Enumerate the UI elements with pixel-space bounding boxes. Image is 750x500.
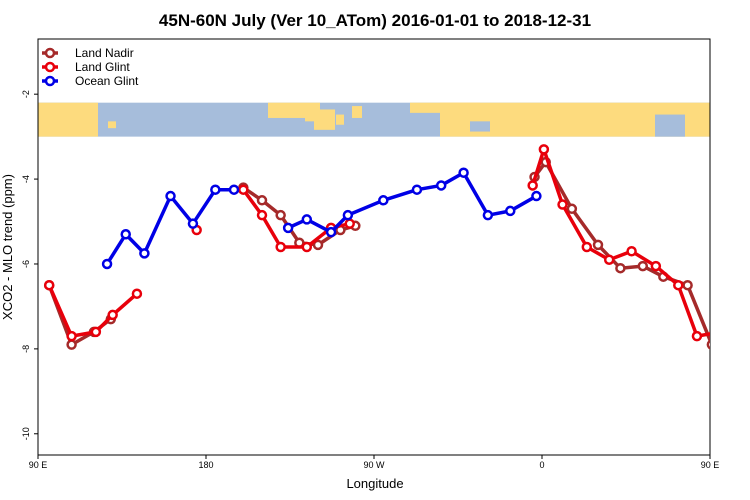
legend-swatch-marker (44, 47, 56, 59)
data-point (435, 180, 447, 191)
data-point (458, 167, 469, 178)
data-point (301, 214, 313, 225)
legend-entry: Ocean Glint (75, 74, 139, 88)
series-ocean-glint (740, 230, 750, 268)
data-point (682, 279, 693, 291)
data-point (131, 288, 143, 299)
data-point (66, 330, 77, 342)
data-point (603, 254, 615, 265)
data-point (256, 209, 268, 221)
y-axis-ticks: -2 -4 -6 -8 -10 (21, 90, 38, 440)
data-point (107, 309, 118, 321)
data-point (344, 218, 355, 229)
data-point (90, 326, 102, 338)
data-point (615, 262, 626, 274)
legend-swatch-marker (44, 75, 56, 87)
data-point (566, 203, 578, 215)
data-point (120, 229, 131, 240)
data-point (210, 184, 221, 195)
map-water (470, 121, 490, 132)
map-water (300, 121, 314, 132)
x-tick-label: 0 (539, 460, 544, 470)
data-point (139, 248, 150, 259)
data-point (626, 245, 637, 257)
data-point (256, 195, 268, 206)
data-point (531, 190, 542, 202)
map-water (655, 114, 685, 137)
data-point (301, 241, 313, 253)
data-point (228, 184, 240, 195)
data-point (741, 311, 749, 319)
y-tick-label: -8 (21, 345, 31, 353)
data-point (66, 339, 77, 350)
data-point (378, 195, 389, 206)
data-point (325, 226, 337, 238)
legend-entry: Land Glint (75, 60, 130, 74)
map-landmass (108, 121, 116, 129)
series-line (287, 170, 538, 234)
chart-title: 45N-60N July (Ver 10_ATom) 2016-01-01 to… (159, 11, 591, 30)
data-point (717, 328, 725, 336)
data-point (691, 330, 703, 342)
data-point (637, 260, 649, 272)
data-point (505, 205, 516, 217)
y-tick-label: -2 (21, 90, 31, 98)
data-point (557, 199, 568, 210)
data-point (275, 241, 286, 253)
series-line (530, 147, 710, 338)
data-point (342, 209, 354, 221)
x-axis-label: Longitude (346, 476, 403, 491)
data-point (43, 279, 55, 291)
series-layer (43, 144, 750, 350)
series-land-nadir (43, 156, 742, 350)
data-point (165, 190, 176, 202)
data-point (275, 209, 286, 221)
data-point (312, 239, 324, 251)
data-point (706, 339, 710, 350)
data-point (581, 241, 593, 253)
data-point (527, 180, 538, 191)
x-tick-label: 90 E (29, 460, 48, 470)
data-point (238, 184, 249, 195)
data-point (592, 239, 604, 251)
x-axis-ticks: 90 E 180 90 W 0 90 E (29, 455, 720, 470)
x-tick-label: 90 W (363, 460, 385, 470)
x-tick-label: 90 E (701, 460, 720, 470)
series-line (533, 160, 710, 345)
data-point (650, 260, 662, 272)
data-point (101, 258, 113, 270)
data-point (411, 184, 423, 195)
legend-swatch-marker (44, 61, 56, 73)
map-landmass (38, 102, 98, 137)
y-axis-label: XCO2 - MLO trend (ppm) (0, 174, 15, 320)
data-point (538, 144, 550, 155)
map-landmass (352, 106, 362, 118)
y-tick-label: -10 (21, 427, 31, 440)
legend-entry: Land Nadir (75, 46, 134, 60)
data-point (673, 279, 684, 291)
x-tick-label: 180 (198, 460, 213, 470)
data-point (734, 328, 742, 336)
y-tick-label: -6 (21, 260, 31, 268)
map-landmass (620, 123, 635, 132)
data-point (482, 209, 494, 221)
y-tick-label: -4 (21, 175, 31, 183)
data-point (282, 222, 294, 234)
series-ocean-glint (101, 167, 542, 270)
data-point (740, 260, 748, 268)
map-landmass (336, 114, 344, 125)
series-land-glint (43, 144, 749, 342)
series-line (744, 234, 750, 264)
world-map-band (38, 102, 710, 137)
data-point (187, 218, 199, 229)
